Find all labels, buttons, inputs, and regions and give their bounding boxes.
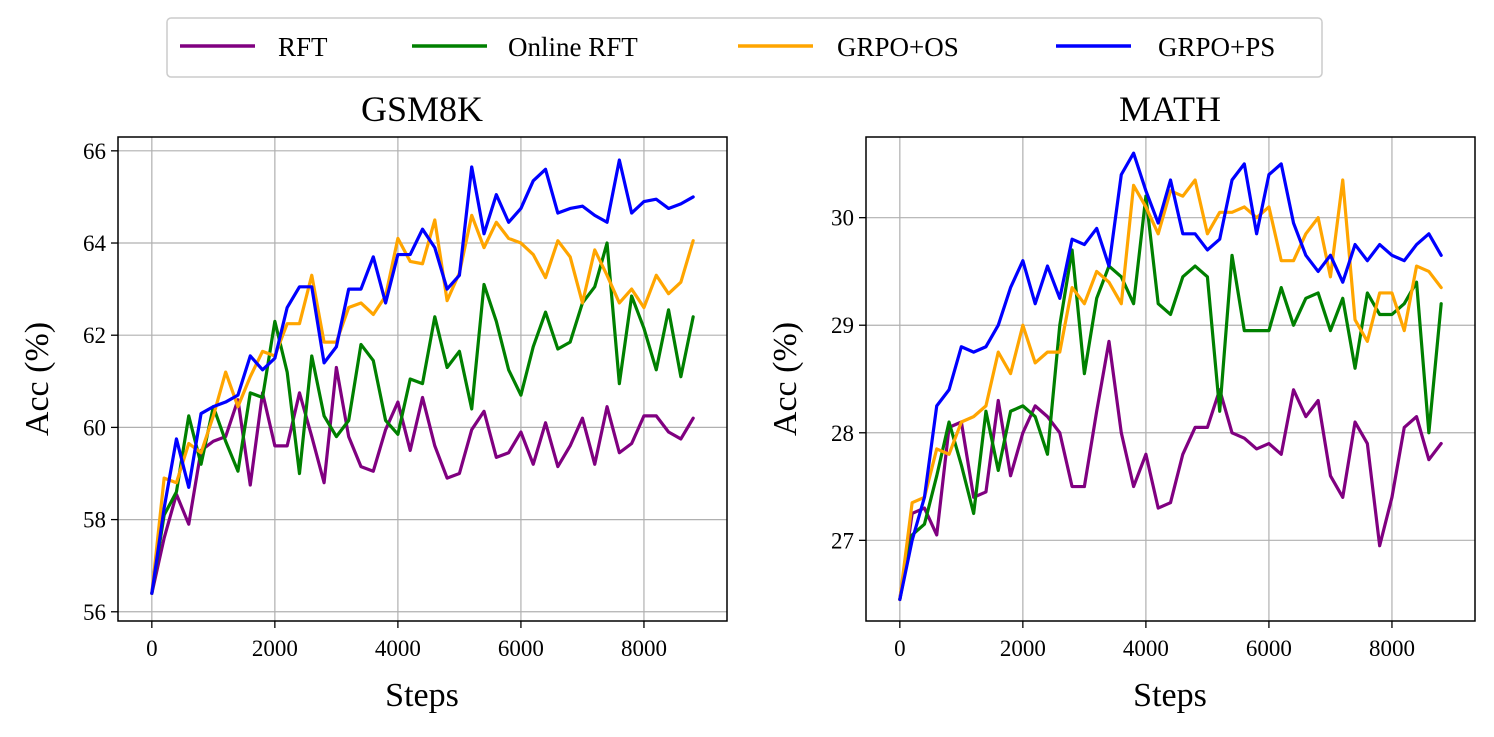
y-tick-label: 27	[831, 528, 854, 553]
x-tick-label: 0	[146, 636, 158, 661]
legend-label-rft: RFT	[278, 32, 328, 62]
series-line-grpo-ps-gsm8k	[150, 158, 695, 595]
x-tick-label: 4000	[1123, 636, 1169, 661]
chart-title-math: MATH	[1119, 89, 1221, 129]
y-tick-label: 64	[83, 231, 107, 256]
y-tick-label: 30	[831, 206, 854, 231]
legend-item-rft: RFT	[180, 32, 328, 62]
legend-label-grpo-ps: GRPO+PS	[1158, 32, 1275, 62]
series-line-grpo-os-gsm8k	[150, 213, 695, 595]
x-tick-label: 0	[894, 636, 906, 661]
x-tick-label: 6000	[498, 636, 544, 661]
legend-label-online-rft: Online RFT	[508, 32, 638, 62]
x-ticks-math: 0 2000 4000 6000 8000	[894, 621, 1415, 661]
y-axis-label-gsm8k: Acc (%)	[19, 322, 56, 436]
plot-frame-math	[865, 136, 1476, 622]
x-axis-label-gsm8k: Steps	[385, 677, 459, 714]
x-axis-label-math: Steps	[1133, 677, 1207, 714]
grid-math	[866, 137, 1475, 621]
legend: RFT Online RFT GRPO+OS GRPO+PS	[166, 17, 1323, 78]
x-ticks-gsm8k: 0 2000 4000 6000 8000	[146, 621, 667, 661]
legend-item-online-rft: Online RFT	[412, 32, 638, 62]
y-tick-label: 58	[83, 508, 106, 533]
series-group-math	[898, 151, 1443, 602]
y-tick-label: 29	[831, 313, 854, 338]
series-line-grpo-os-math	[898, 178, 1443, 602]
x-tick-label: 8000	[621, 636, 667, 661]
y-tick-label: 62	[83, 323, 106, 348]
series-line-online-rft-math	[898, 194, 1443, 602]
legend-label-grpo-os: GRPO+OS	[837, 32, 959, 62]
series-line-rft-math	[898, 339, 1443, 602]
legend-item-grpo-os: GRPO+OS	[738, 32, 959, 62]
legend-item-grpo-ps: GRPO+PS	[1056, 32, 1275, 62]
series-group-gsm8k	[150, 158, 695, 595]
y-axis-label-math: Acc (%)	[767, 322, 804, 436]
x-tick-label: 2000	[252, 636, 298, 661]
chart-gsm8k: GSM8K 0 2000 4000 6000 8000 56 58 60 62 64 66 Ste…	[19, 89, 728, 714]
chart-title-gsm8k: GSM8K	[361, 89, 483, 129]
y-tick-label: 28	[831, 421, 854, 446]
x-tick-label: 6000	[1246, 636, 1292, 661]
series-line-rft-gsm8k	[150, 365, 695, 595]
chart-math: MATH 0 2000 4000 6000 8000 27 28 29 30 Steps Ac…	[767, 89, 1476, 714]
y-tick-label: 60	[83, 415, 106, 440]
y-ticks-gsm8k: 56 58 60 62 64 66	[83, 139, 118, 625]
x-tick-label: 8000	[1369, 636, 1415, 661]
y-ticks-math: 27 28 29 30	[831, 206, 866, 553]
plot-frame-gsm8k	[117, 136, 728, 622]
y-tick-label: 66	[83, 139, 106, 164]
y-tick-label: 56	[83, 600, 106, 625]
x-tick-label: 2000	[1000, 636, 1046, 661]
x-tick-label: 4000	[375, 636, 421, 661]
series-line-online-rft-gsm8k	[150, 241, 695, 595]
series-line-grpo-ps-math	[898, 151, 1443, 602]
